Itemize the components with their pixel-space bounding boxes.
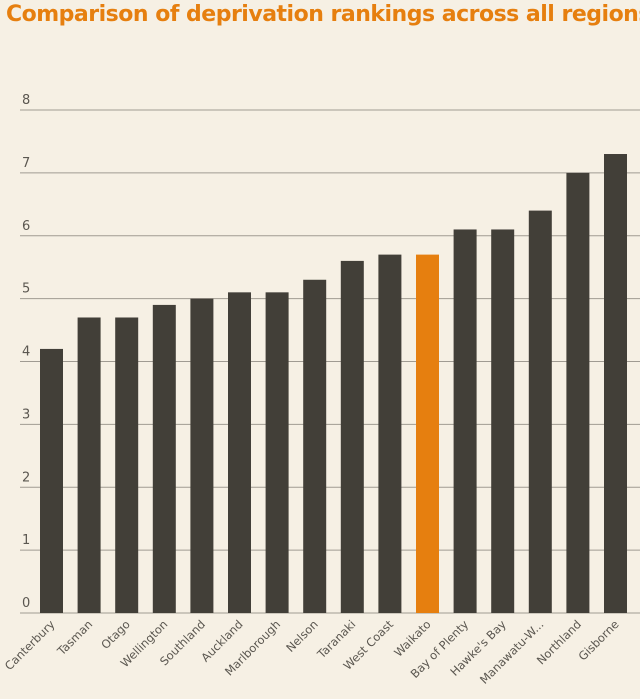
y-tick-label-4: 4 (22, 345, 30, 360)
bar-waikato (416, 254, 439, 614)
y-axis-ticks: 0 1 2 3 4 5 6 7 8 (22, 93, 30, 611)
x-tick-label-canterbury: Canterbury (2, 617, 58, 673)
bar-taranaki (340, 260, 364, 613)
bar-manawatu-w (528, 210, 552, 613)
bar-southland (190, 298, 214, 613)
y-tick-label-1: 1 (22, 533, 30, 548)
y-tick-label-5: 5 (22, 282, 30, 297)
x-tick-label-tasman: Tasman (54, 617, 96, 659)
bar-gisborne (604, 154, 627, 613)
y-tick-label-3: 3 (22, 407, 30, 422)
y-tick-label-7: 7 (22, 156, 30, 171)
bars (40, 154, 627, 614)
y-tick-label-8: 8 (22, 93, 30, 108)
bar-hawke-s-bay (491, 229, 515, 613)
bar-west-coast (378, 254, 402, 614)
bar-nelson (303, 279, 327, 613)
bar-wellington (152, 304, 176, 613)
bar-marlborough (265, 292, 289, 613)
y-tick-label-2: 2 (22, 470, 30, 485)
y-tick-label-6: 6 (22, 219, 30, 234)
bar-canterbury (40, 348, 63, 613)
x-tick-label-gisborne: Gisborne (575, 617, 621, 663)
y-tick-label-0: 0 (22, 596, 30, 611)
bar-auckland (228, 292, 251, 613)
bar-northland (566, 172, 590, 613)
chart-title: Comparison of deprivation rankings acros… (6, 2, 640, 27)
bar-otago (115, 317, 139, 613)
bar-tasman (77, 317, 101, 613)
x-tick-label-otago: Otago (98, 617, 133, 652)
bar-bay-of-plenty (453, 229, 477, 613)
